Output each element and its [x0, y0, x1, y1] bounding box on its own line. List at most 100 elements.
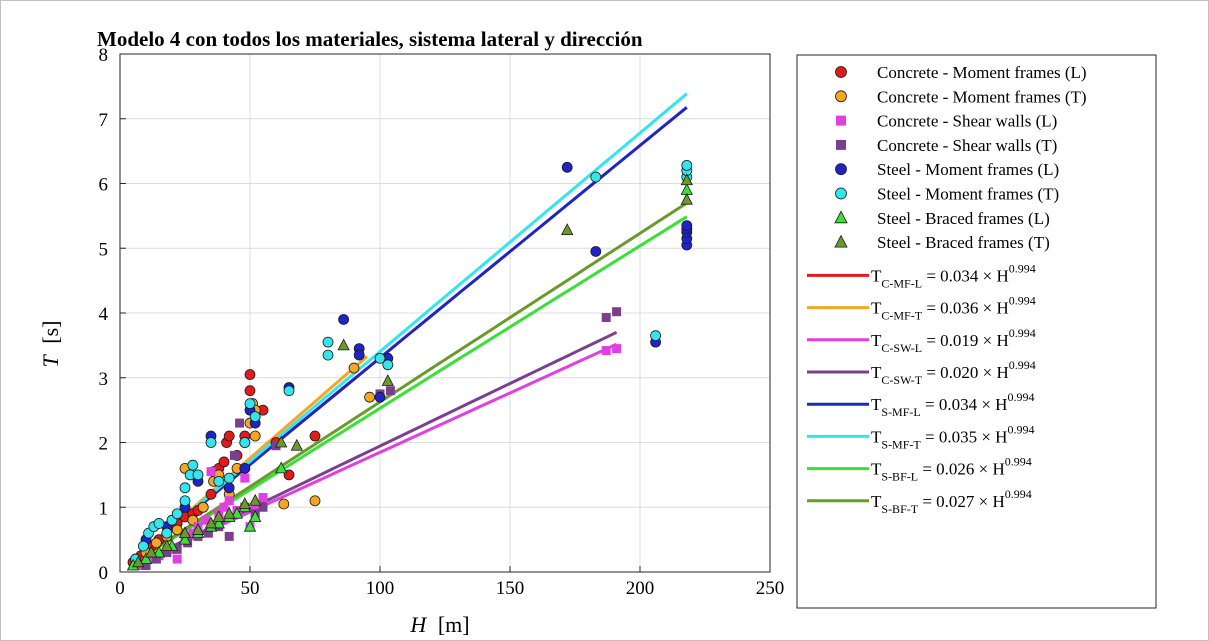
data-point — [224, 496, 234, 506]
data-point — [192, 469, 204, 481]
legend-item: Steel - Moment frames (L) — [835, 160, 1059, 179]
legend-item: Concrete - Shear walls (L) — [836, 112, 1057, 131]
data-point — [249, 510, 262, 522]
data-point — [179, 482, 191, 494]
data-point — [150, 537, 162, 549]
data-point — [212, 516, 225, 529]
data-point — [249, 493, 262, 506]
data-point — [152, 545, 166, 558]
data-point — [612, 344, 622, 354]
legend-marker — [834, 234, 848, 248]
legend-label: Steel - Moment frames (T) — [877, 185, 1059, 204]
data-point — [561, 223, 574, 236]
legend-fit-item: TC-SW-T = 0.020 × H0.994 — [807, 358, 1036, 387]
y-tick-label: 3 — [99, 369, 109, 390]
data-point — [171, 524, 183, 536]
data-point — [601, 313, 611, 323]
data-point — [197, 501, 209, 513]
data-point — [650, 330, 661, 342]
data-point — [132, 555, 145, 568]
data-point — [178, 526, 192, 539]
data-point — [205, 488, 217, 500]
legend: Concrete - Moment frames (L) Concrete - M… — [796, 54, 1157, 609]
data-point — [243, 519, 257, 532]
data-point — [278, 498, 290, 510]
x-axis-label: H [m] — [409, 612, 469, 637]
legend-label: Steel - Moment frames (L) — [877, 160, 1059, 179]
legend-marker — [835, 66, 847, 78]
legend-item: Concrete - Moment frames (T) — [835, 87, 1087, 106]
legend-fit-label: TC-MF-T = 0.036 × H0.994 — [871, 294, 1036, 323]
legend-item: Concrete - Moment frames (L) — [835, 63, 1087, 82]
data-point — [309, 495, 321, 507]
data-point — [172, 554, 182, 564]
data-point — [171, 508, 183, 520]
legend-fit-item: TS-MF-L = 0.034 × H0.994 — [807, 390, 1034, 419]
data-point — [348, 362, 360, 374]
data-point — [275, 435, 288, 448]
legend-item: Steel - Moment frames (T) — [835, 185, 1059, 204]
data-point — [258, 493, 268, 503]
legend-item: Concrete - Shear walls (T) — [836, 136, 1057, 155]
x-tick-label: 150 — [496, 578, 525, 599]
data-point — [309, 430, 321, 442]
data-point — [249, 411, 261, 423]
y-tick-label: 1 — [99, 498, 109, 519]
legend-marker — [834, 210, 848, 224]
legend-fit-item: TC-MF-L = 0.034 × H0.994 — [807, 261, 1036, 290]
legend-label: Concrete - Shear walls (T) — [877, 136, 1057, 155]
chart-title: Modelo 4 con todos los materiales, siste… — [97, 27, 643, 51]
data-point — [244, 385, 256, 397]
x-axis-var: H — [409, 612, 427, 637]
x-tick-label: 100 — [366, 578, 395, 599]
data-point — [240, 473, 250, 483]
data-point — [244, 369, 256, 380]
data-point — [191, 523, 205, 535]
legend-marker — [836, 139, 846, 150]
legend-fit-item: TC-MF-T = 0.036 × H0.994 — [807, 294, 1036, 323]
x-tick-label: 250 — [756, 578, 785, 599]
data-point — [204, 516, 218, 529]
data-point — [146, 554, 156, 564]
data-point — [338, 314, 350, 325]
legend-fit-item: TS-BF-L = 0.026 × H0.994 — [807, 455, 1032, 484]
data-point — [353, 349, 365, 361]
legend-marker — [836, 115, 846, 126]
data-point — [364, 391, 376, 403]
data-point — [561, 161, 573, 173]
data-point — [213, 475, 225, 487]
data-point — [230, 506, 244, 519]
y-tick-label: 7 — [99, 110, 109, 131]
series-7 — [132, 173, 693, 568]
data-point — [160, 539, 173, 551]
legend-label: Concrete - Shear walls (L) — [877, 112, 1057, 131]
x-tick-label: 0 — [115, 578, 125, 599]
data-point — [238, 497, 251, 509]
data-point — [680, 173, 693, 186]
data-point — [322, 336, 334, 348]
legend-label: Steel - Braced frames (T) — [877, 233, 1050, 252]
data-point — [590, 246, 602, 257]
y-axis-label: T [s] — [38, 321, 63, 368]
data-point — [205, 437, 217, 448]
y-tick-label: 2 — [99, 434, 109, 455]
data-point — [374, 391, 386, 403]
data-point — [219, 502, 229, 512]
data-point — [203, 528, 213, 538]
x-tick-label: 50 — [241, 578, 260, 599]
data-point — [201, 515, 211, 525]
data-point — [381, 374, 394, 386]
data-point — [178, 532, 192, 545]
data-point — [224, 531, 234, 541]
legend-label: Concrete - Moment frames (L) — [877, 63, 1087, 82]
data-point — [229, 450, 239, 460]
data-point — [290, 438, 303, 451]
data-point — [601, 346, 611, 356]
data-point — [223, 506, 236, 519]
legend-fit-label: TC-SW-L = 0.019 × H0.994 — [871, 326, 1036, 355]
data-point — [161, 527, 173, 539]
legend-item: Steel - Braced frames (L) — [834, 209, 1050, 228]
data-point — [145, 545, 158, 558]
data-point — [212, 510, 225, 522]
data-point — [187, 459, 199, 471]
